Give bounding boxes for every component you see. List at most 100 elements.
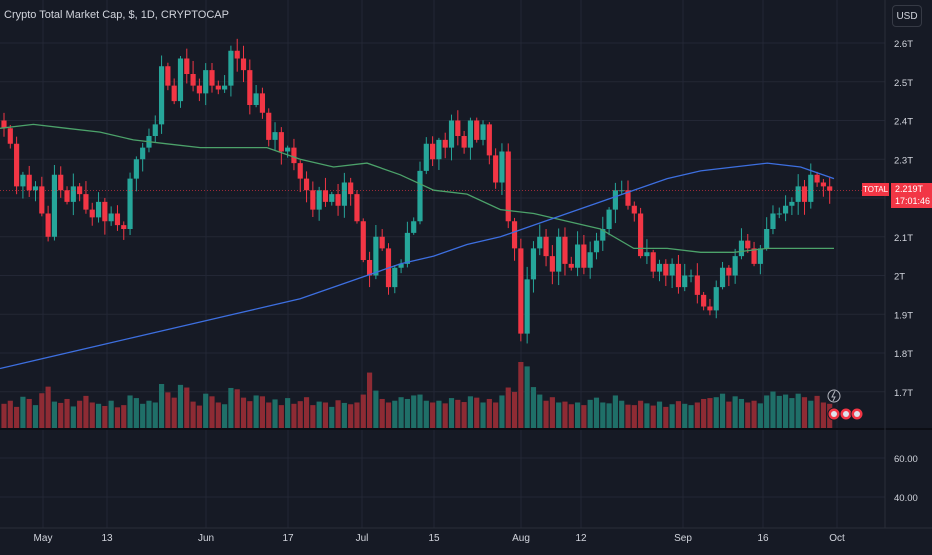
candle-body: [511, 221, 518, 249]
volume-bar: [751, 400, 757, 428]
candle-body: [776, 213, 782, 215]
volume-bar: [669, 404, 675, 428]
volume-bar: [177, 384, 184, 428]
volume-bar: [158, 384, 165, 428]
volume-bar: [587, 399, 593, 428]
volume-bar: [467, 396, 474, 428]
candle-body: [102, 201, 108, 222]
time-tick-label: 12: [575, 533, 587, 544]
candle-body: [770, 213, 776, 229]
volume-bar: [379, 398, 385, 428]
candle-body: [316, 190, 322, 210]
candle-body: [782, 205, 789, 214]
volume-bar: [505, 387, 511, 428]
candle-body: [1, 120, 7, 129]
moving-average-line: [0, 123, 834, 253]
candle-body: [247, 70, 253, 105]
candle-body: [411, 221, 417, 233]
volume-bar: [392, 400, 398, 428]
currency-button[interactable]: USD: [892, 5, 922, 27]
volume-bar: [650, 405, 656, 428]
volume-bar: [95, 403, 102, 428]
time-tick-label: Sep: [674, 533, 692, 544]
candle-body: [108, 213, 114, 222]
candle-body: [303, 178, 310, 191]
volume-bar: [140, 403, 146, 428]
volume-bar: [20, 396, 26, 428]
candle-body: [688, 275, 694, 277]
candle-body: [171, 85, 177, 102]
candle-body: [114, 213, 121, 226]
candle-body: [486, 124, 492, 156]
volume-bar: [114, 407, 121, 428]
volume-bar: [436, 400, 442, 428]
volume-bar: [404, 398, 410, 428]
candle-body: [587, 252, 593, 268]
volume-bar: [32, 405, 39, 428]
candle-body: [568, 263, 574, 268]
volume-bar: [493, 402, 499, 428]
volume-bar: [297, 401, 303, 428]
candle-body: [329, 194, 335, 202]
candle-body: [278, 132, 284, 152]
volume-bar: [543, 400, 549, 428]
candle-body: [404, 232, 410, 264]
candle-body: [549, 256, 555, 272]
candle-body: [820, 182, 826, 187]
time-tick-label: 13: [101, 533, 113, 544]
candles: [0, 38, 885, 344]
volume-bar: [486, 398, 492, 428]
candle-body: [291, 147, 297, 164]
candle-body: [682, 275, 688, 288]
price-tick-label: 2T: [894, 272, 905, 283]
candle-body: [801, 186, 808, 202]
candle-body: [732, 256, 738, 276]
bar-countdown: 17:01:46: [895, 196, 931, 206]
candle-body: [707, 306, 713, 311]
volume-bar: [732, 396, 738, 428]
volume-bar: [190, 401, 196, 428]
candle-body: [341, 182, 347, 206]
candle-body: [127, 178, 133, 229]
volume-bar: [474, 397, 480, 428]
candle-body: [530, 248, 537, 280]
candle-body: [158, 66, 165, 125]
moving-average-lines: [0, 123, 835, 370]
candle-body: [89, 209, 95, 218]
volume-bar: [600, 402, 606, 428]
candle-body: [726, 267, 732, 276]
volume-bar: [322, 402, 329, 428]
candle-body: [165, 66, 171, 86]
volume-bar: [801, 397, 808, 428]
candle-body: [593, 240, 600, 253]
candle-body: [524, 279, 530, 334]
candle-body: [272, 132, 278, 140]
candle-body: [240, 58, 247, 71]
candle-body: [177, 58, 184, 102]
volume-bar: [83, 395, 89, 428]
candle-body: [285, 147, 291, 152]
volume-bar: [448, 398, 455, 428]
candle-body: [14, 143, 20, 187]
volume-bar: [77, 400, 83, 428]
volume-bar: [222, 404, 228, 428]
candle-body: [581, 244, 587, 268]
volume-bar: [259, 396, 266, 428]
volume-bar: [14, 406, 20, 428]
candle-body: [574, 244, 581, 268]
volume-bar: [619, 400, 625, 428]
candle-body: [656, 263, 663, 272]
candle-body: [499, 151, 505, 183]
candle-body: [827, 186, 833, 191]
candle-body: [808, 174, 814, 202]
volume-bar: [196, 405, 202, 428]
candle-body: [190, 74, 196, 86]
candle-body: [612, 190, 618, 210]
price-tick-label: 2.1T: [894, 233, 913, 244]
volume-bar: [499, 395, 505, 428]
volume-bar: [152, 402, 158, 428]
volume-bar: [745, 402, 751, 428]
time-axis[interactable]: May 13 Jun 17 Jul 15 Aug 12 Sep 16 Oct: [34, 533, 845, 544]
